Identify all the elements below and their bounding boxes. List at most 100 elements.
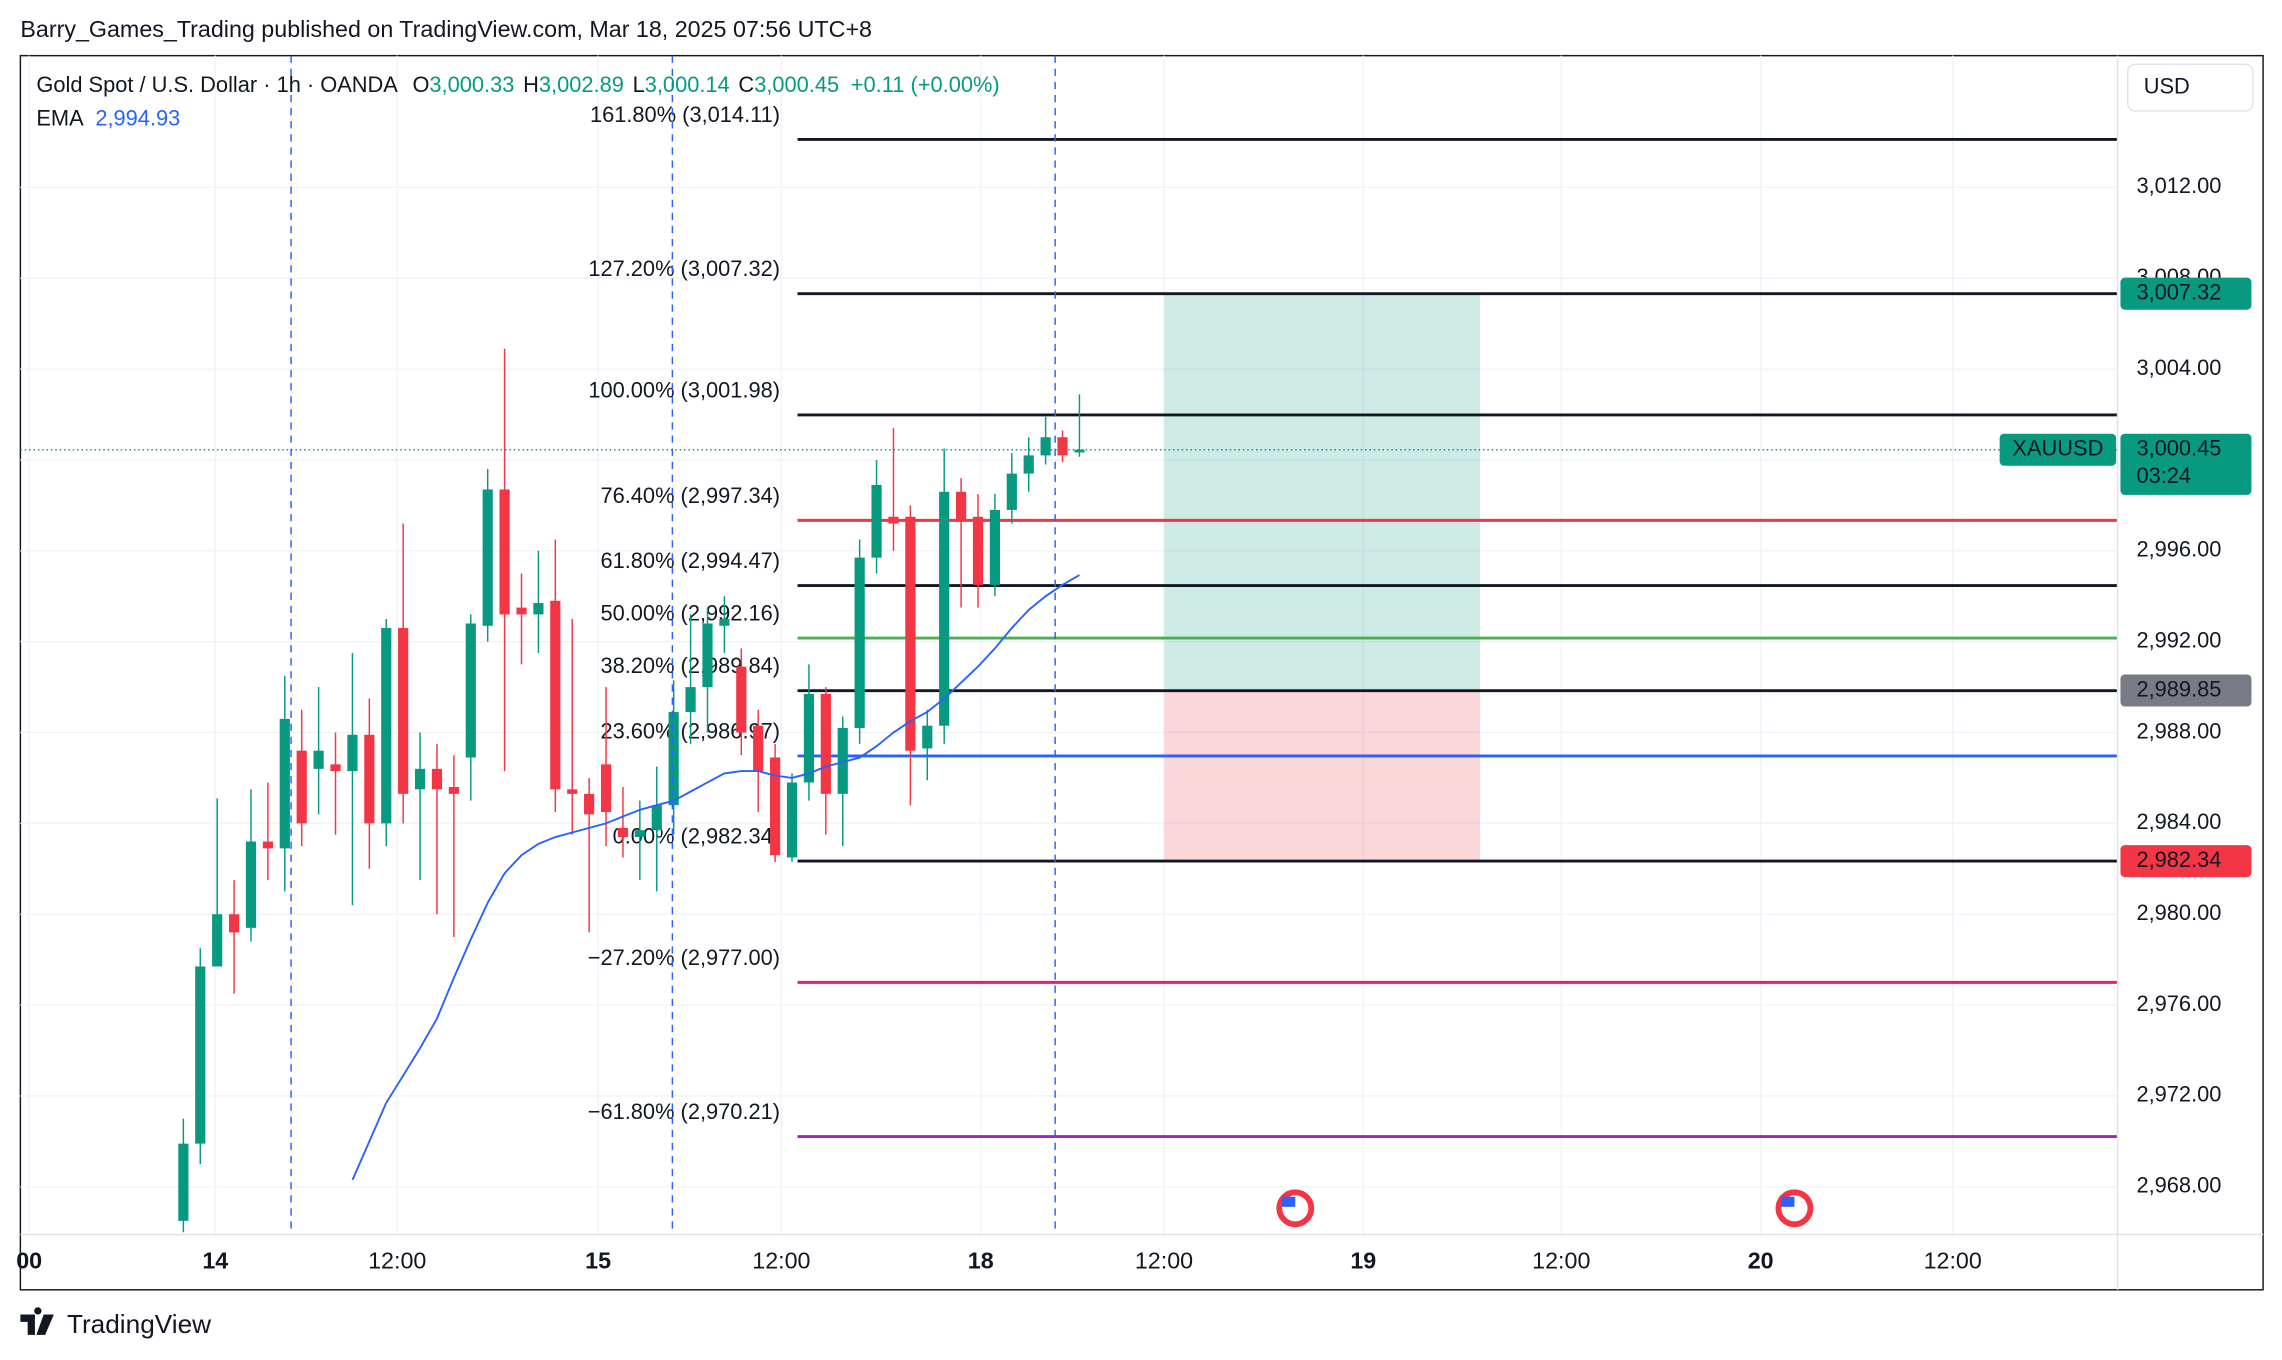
candle-body xyxy=(1006,473,1017,510)
candle-body xyxy=(922,725,933,749)
legend-key: C xyxy=(738,72,754,97)
candle-body xyxy=(668,712,679,806)
flag-canton xyxy=(1781,1196,1795,1207)
candle-body xyxy=(364,734,375,824)
candle-body xyxy=(972,516,984,585)
candle-body xyxy=(398,628,409,794)
candle-body xyxy=(854,557,865,728)
legend-change: +0.11 (+0.00%) xyxy=(851,72,1000,97)
candle-body xyxy=(414,768,426,790)
candle-body xyxy=(786,782,798,858)
y-tick-label: 3,004.00 xyxy=(2136,355,2221,380)
last-price-tag xyxy=(2120,433,2252,495)
candle-body xyxy=(634,830,645,838)
plot-area: 161.80% (3,014.11) 127.20% (3,007.32) 100.… xyxy=(20,102,2118,1233)
y-tick-label: 2,988.00 xyxy=(2136,718,2221,743)
countdown: 03:24 xyxy=(2136,463,2191,488)
price-tag-label: 2,989.85 xyxy=(2136,676,2221,701)
y-tick-label: 2,984.00 xyxy=(2136,809,2221,834)
x-tick-label: 12:00 xyxy=(1924,1247,1982,1273)
candle-body xyxy=(888,516,899,524)
legend-key: O xyxy=(412,72,429,97)
candle-body xyxy=(228,914,240,933)
legend-line: Gold Spot / U.S. Dollar · 1h · OANDA O3,0… xyxy=(36,72,999,97)
candle-body xyxy=(584,793,595,815)
candle-body xyxy=(685,687,696,713)
session-breaks xyxy=(290,55,1056,1235)
ema-value: 2,994.93 xyxy=(95,105,180,130)
flag-canton xyxy=(1282,1196,1296,1207)
header: Barry_Games_Trading published on Trading… xyxy=(20,16,872,42)
candle-body xyxy=(448,787,459,794)
candle-body xyxy=(550,600,561,790)
candle-body xyxy=(939,491,950,726)
legend-value: 3,002.89 xyxy=(539,72,624,97)
candle-body xyxy=(989,509,1000,585)
candle-body xyxy=(736,666,747,733)
candle-body xyxy=(617,827,629,838)
candle-body xyxy=(820,693,831,794)
symbol-tag xyxy=(1999,433,2117,466)
legend-value: 3,000.45 xyxy=(754,72,839,97)
x-tick-label: 19 xyxy=(1350,1247,1376,1273)
candle-body xyxy=(245,841,257,928)
footer-text: TradingView xyxy=(67,1309,211,1339)
fib-label: 76.40% (2,997.34) xyxy=(600,483,780,508)
candle-body xyxy=(212,914,223,967)
candle-body xyxy=(330,764,341,772)
position-stop-zone xyxy=(1164,690,1481,862)
currency[interactable]: USD xyxy=(2144,73,2190,98)
ema-legend: EMA 2,994.93 xyxy=(36,105,180,130)
legend-value: 3,000.33 xyxy=(429,72,514,97)
candle-body xyxy=(905,516,916,751)
y-tick-label: 2,968.00 xyxy=(2136,1173,2221,1198)
candle-body xyxy=(431,768,443,790)
y-tick-label: 2,976.00 xyxy=(2136,991,2221,1016)
candle-body xyxy=(837,727,848,794)
candle-body xyxy=(753,725,764,772)
y-tick-label: 2,992.00 xyxy=(2136,627,2221,652)
candle-body xyxy=(567,789,578,794)
position-target-zone xyxy=(1164,293,1481,691)
candle-body xyxy=(482,489,493,626)
candle-body xyxy=(702,623,713,688)
x-tick-label: 12:00 xyxy=(752,1247,810,1273)
x-tick-label: 12:00 xyxy=(1135,1247,1193,1273)
x-tick-label: 18 xyxy=(968,1247,994,1273)
candle-body xyxy=(533,603,544,615)
frame xyxy=(19,54,2264,1291)
candle-body xyxy=(195,966,206,1144)
legend-value: 3,000.14 xyxy=(645,72,730,97)
candle-body xyxy=(600,764,612,813)
price-tag-label: 2,982.34 xyxy=(2136,847,2221,872)
logo-mark xyxy=(20,1307,54,1335)
x-tick-label: 12:00 xyxy=(1532,1247,1590,1273)
candle-body xyxy=(1040,437,1051,456)
candle-body xyxy=(296,750,307,824)
candle-body xyxy=(313,750,324,769)
x-tick-label: 12:00 xyxy=(368,1247,426,1273)
candle-body xyxy=(871,484,882,558)
footer-logo: TradingView xyxy=(20,1307,211,1339)
candle-body xyxy=(262,841,273,849)
candle-body xyxy=(719,618,730,626)
fib-label: 127.20% (3,007.32) xyxy=(588,256,780,281)
fib-label: 161.80% (3,014.11) xyxy=(590,102,780,127)
fib-label: −27.20% (2,977.00) xyxy=(588,945,780,970)
fib-label: −61.80% (2,970.21) xyxy=(588,1099,780,1124)
event-icons xyxy=(1273,1186,1817,1231)
currency-button[interactable] xyxy=(2127,63,2254,112)
candle-body xyxy=(381,628,392,824)
x-tick-label: 00 xyxy=(16,1247,42,1273)
y-tick-label: 3,012.00 xyxy=(2136,173,2221,198)
candle-body xyxy=(347,734,358,772)
candle-body xyxy=(803,693,815,783)
candle-body xyxy=(279,718,290,849)
candle-body xyxy=(1074,449,1085,453)
candle-body xyxy=(178,1143,189,1221)
x-tick-label: 20 xyxy=(1748,1247,1774,1273)
candle-body xyxy=(770,757,781,856)
x-tick-label: 14 xyxy=(202,1247,228,1273)
